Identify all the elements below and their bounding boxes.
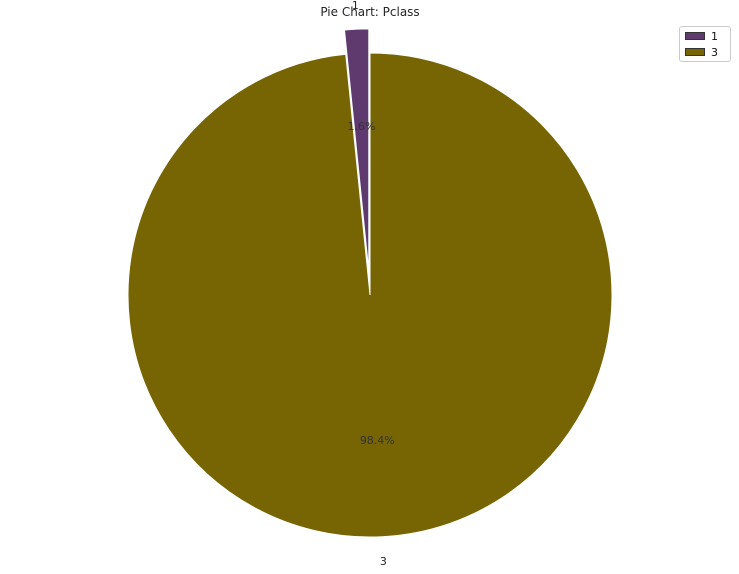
- pie-labels: 1 1.6% 3 98.4%: [348, 0, 395, 568]
- slice-label-1: 1: [352, 0, 359, 12]
- pie-slice-3: [127, 52, 613, 538]
- legend-item-3: 3: [685, 45, 718, 59]
- legend-swatch-1: [685, 32, 705, 40]
- legend-label-1: 1: [711, 29, 718, 43]
- legend-label-3: 3: [711, 45, 718, 59]
- legend-swatch-3: [685, 48, 705, 56]
- slice-label-3: 3: [380, 555, 387, 568]
- pie-slices: [127, 28, 613, 538]
- slice-percent-3: 98.4%: [360, 434, 395, 447]
- legend: 1 3: [679, 26, 731, 62]
- legend-item-1: 1: [685, 29, 718, 43]
- slice-percent-1: 1.6%: [348, 120, 376, 133]
- pie-slice-1: [343, 28, 370, 271]
- chart-title: Pie Chart: Pclass: [320, 5, 419, 19]
